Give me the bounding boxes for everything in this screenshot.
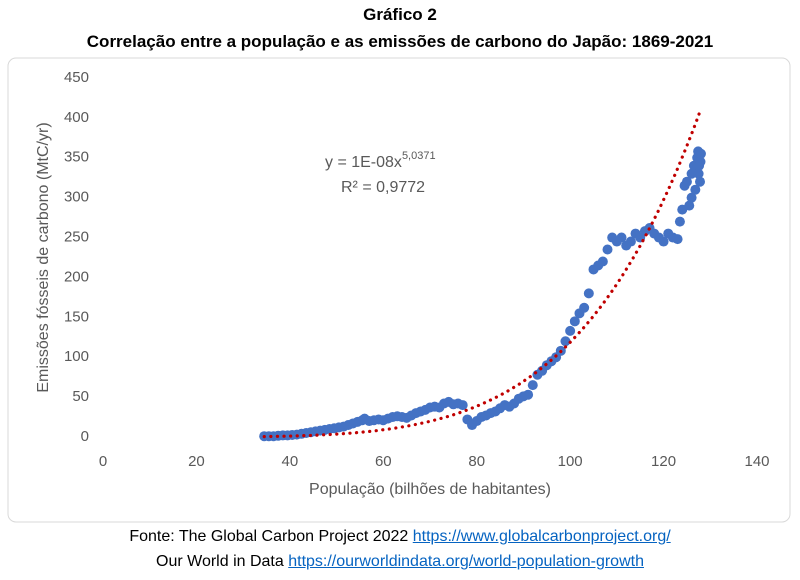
source-text: Fonte: The Global Carbon Project 2022: [129, 528, 409, 545]
y-tick-label: 450: [64, 69, 89, 86]
data-point: [565, 325, 576, 336]
source-link[interactable]: https://www.globalcarbonproject.org/: [412, 528, 671, 545]
y-tick-label: 250: [64, 229, 89, 246]
data-point: [625, 236, 636, 247]
source-line-2: Our World in Data https://ourworldindata…: [0, 553, 800, 571]
data-point: [684, 200, 695, 211]
data-point: [569, 316, 580, 327]
trendline-equation: y = 1E-08x5,0371: [325, 150, 436, 171]
data-point: [457, 400, 468, 411]
y-tick-label: 0: [81, 428, 89, 445]
y-tick-label: 350: [64, 149, 89, 166]
data-point: [695, 156, 706, 167]
data-point: [681, 176, 692, 187]
equation-text: y = 1E-08x: [325, 154, 402, 171]
y-tick-label: 300: [64, 189, 89, 206]
x-tick-label: 20: [188, 453, 205, 470]
data-point: [658, 236, 669, 247]
x-tick-label: 0: [99, 453, 107, 470]
x-axis-label: População (bilhões de habitantes): [309, 481, 551, 498]
y-tick-label: 50: [72, 388, 89, 405]
data-point: [597, 256, 608, 267]
data-point: [616, 232, 627, 243]
y-tick-label: 100: [64, 348, 89, 365]
source-text-2: Our World in Data: [156, 553, 284, 570]
title: Gráfico 2: [363, 5, 437, 24]
data-point: [602, 244, 613, 255]
y-tick-label: 150: [64, 308, 89, 325]
data-point: [527, 380, 538, 391]
equation-exponent: 5,0371: [402, 150, 436, 162]
subtitle: Correlação entre a população e as emissõ…: [86, 32, 714, 51]
data-point: [523, 389, 534, 400]
trendline: [262, 107, 703, 439]
x-tick-label: 80: [468, 453, 485, 470]
data-point: [674, 216, 685, 227]
chart-frame: [7, 57, 791, 523]
x-tick-label: 140: [744, 453, 769, 470]
data-point: [560, 336, 571, 347]
y-tick-label: 400: [64, 109, 89, 126]
y-tick-label: 200: [64, 268, 89, 285]
data-point: [686, 192, 697, 203]
source-link-2[interactable]: https://ourworldindata.org/world-populat…: [288, 553, 644, 570]
x-tick-label: 120: [651, 453, 676, 470]
data-point: [690, 184, 701, 195]
x-tick-label: 100: [558, 453, 583, 470]
data-point: [695, 148, 706, 159]
data-point: [672, 234, 683, 245]
data-point: [693, 168, 704, 179]
data-point: [579, 302, 590, 313]
x-tick-label: 40: [282, 453, 299, 470]
source-line: Fonte: The Global Carbon Project 2022 ht…: [0, 528, 800, 546]
data-point: [695, 176, 706, 187]
data-point: [583, 288, 594, 299]
r-squared: R² = 0,9772: [341, 179, 425, 196]
y-axis-label: Emissões fósseis de carbono (MtC/yr): [35, 122, 52, 392]
x-tick-label: 60: [375, 453, 392, 470]
